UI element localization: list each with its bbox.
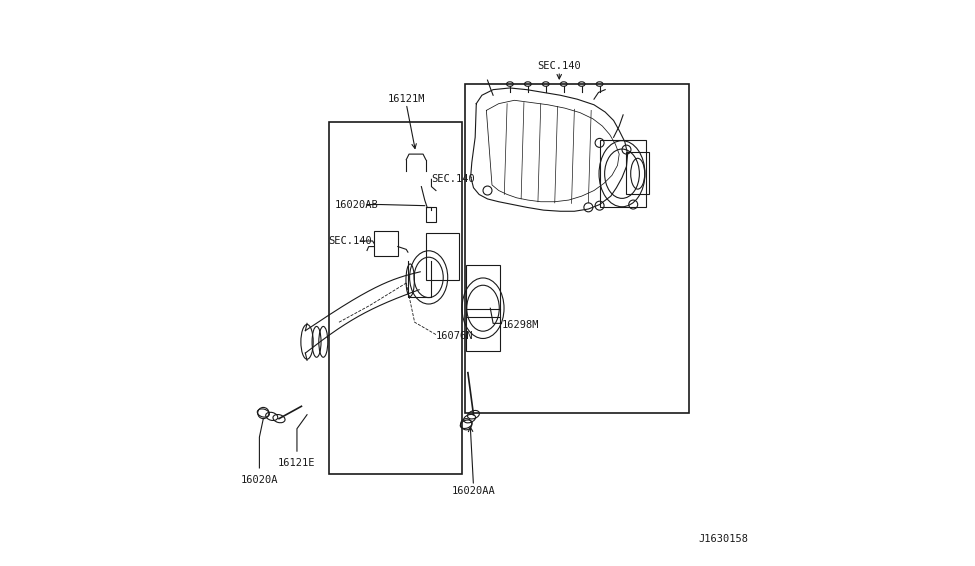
Text: 16121E: 16121E [278,458,316,468]
Text: 16076N: 16076N [436,331,474,341]
Text: 16121M: 16121M [387,93,425,104]
Text: 16298M: 16298M [501,320,539,330]
Bar [426,233,459,280]
Text: SEC.140: SEC.140 [537,61,581,71]
Bar [600,140,645,207]
Bar [465,84,689,413]
Bar [330,122,462,474]
Text: SEC.140: SEC.140 [432,174,475,185]
Bar [466,264,500,351]
Text: 16020AA: 16020AA [451,486,495,496]
Text: SEC.140: SEC.140 [328,236,371,246]
Text: J1630158: J1630158 [698,534,748,543]
Bar [374,231,398,256]
Text: 16020AB: 16020AB [335,200,379,209]
Text: 16020A: 16020A [241,475,278,484]
Bar [426,207,436,222]
Bar [627,152,649,195]
